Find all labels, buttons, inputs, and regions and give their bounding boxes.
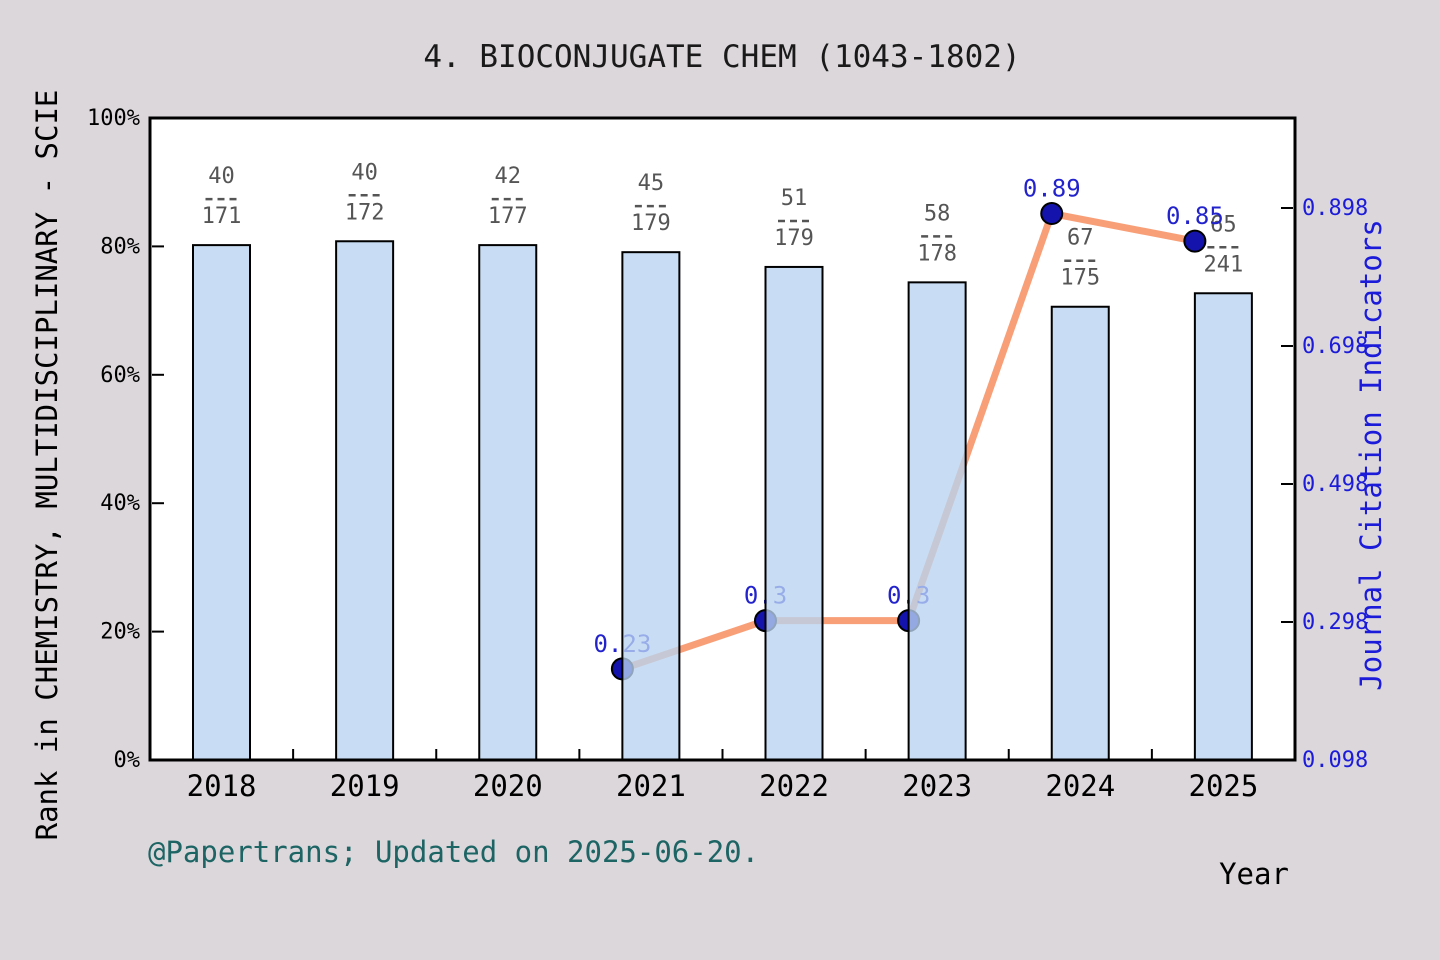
bar-2022 xyxy=(764,265,824,761)
left-tick-label: 80% xyxy=(100,234,140,259)
x-tick-label-2023: 2023 xyxy=(902,769,972,803)
x-tick-label-2019: 2019 xyxy=(330,769,400,803)
rank-denominator: 241 xyxy=(1204,252,1244,277)
rank-denominator: 171 xyxy=(202,204,242,229)
bar-2025 xyxy=(1193,292,1253,761)
bar-2024 xyxy=(1050,305,1110,761)
left-tick-label: 20% xyxy=(100,620,140,645)
rank-numerator: 42 xyxy=(495,164,522,189)
jci-point-2025 xyxy=(1183,229,1207,253)
jci-value-label: 0.89 xyxy=(1023,175,1081,203)
bar-2023 xyxy=(907,281,967,761)
rank-denominator: 175 xyxy=(1060,266,1100,291)
left-tick-label: 40% xyxy=(100,491,140,516)
rank-denominator: 178 xyxy=(917,241,957,266)
x-tick-label-2021: 2021 xyxy=(616,769,686,803)
rank-denominator: 177 xyxy=(488,204,528,229)
rank-numerator: 40 xyxy=(351,160,378,185)
rank-denominator: 179 xyxy=(774,226,814,251)
bar-2019 xyxy=(335,240,395,762)
bar-2020 xyxy=(478,244,538,761)
left-axis-title: Rank in CHEMISTRY, MULTIDISCIPLINARY - S… xyxy=(30,90,64,841)
bar-2018 xyxy=(192,244,251,761)
bar-2021 xyxy=(621,251,681,761)
jci-value-label: 0.85 xyxy=(1166,202,1224,230)
rank-numerator: 51 xyxy=(781,186,808,211)
x-tick-label-2025: 2025 xyxy=(1189,769,1259,803)
x-tick-label-2022: 2022 xyxy=(759,769,829,803)
jci-point-2024 xyxy=(1040,202,1064,226)
right-tick-label: 0.898 xyxy=(1302,196,1368,221)
rank-denominator: 179 xyxy=(631,211,671,236)
x-tick-label-2020: 2020 xyxy=(473,769,543,803)
rank-numerator: 58 xyxy=(924,201,951,226)
right-tick-label: 0.298 xyxy=(1302,610,1368,635)
rank-numerator: 65 xyxy=(1210,212,1237,237)
footer-credit: @Papertrans; Updated on 2025-06-20. xyxy=(148,835,759,869)
rank-numerator: 40 xyxy=(208,164,235,189)
x-tick-label-2024: 2024 xyxy=(1045,769,1115,803)
x-tick-label-2018: 2018 xyxy=(187,769,257,803)
right-axis-title: Journal Citation Indicators xyxy=(1354,219,1388,690)
rank-numerator: 45 xyxy=(638,171,665,196)
left-tick-label: 60% xyxy=(100,363,140,388)
plot-area xyxy=(150,118,1295,760)
rank-denominator: 172 xyxy=(345,200,385,225)
right-tick-label: 0.698 xyxy=(1302,334,1368,359)
right-tick-label: 0.098 xyxy=(1302,748,1368,773)
left-tick-label: 0% xyxy=(114,748,141,773)
plot-frame xyxy=(148,116,1297,762)
rank-numerator: 67 xyxy=(1067,226,1094,251)
left-tick-label: 100% xyxy=(87,106,140,131)
x-axis-title: Year xyxy=(1219,857,1289,891)
right-tick-label: 0.498 xyxy=(1302,472,1368,497)
chart-title: 4. BIOCONJUGATE CHEM (1043-1802) xyxy=(423,39,1020,75)
